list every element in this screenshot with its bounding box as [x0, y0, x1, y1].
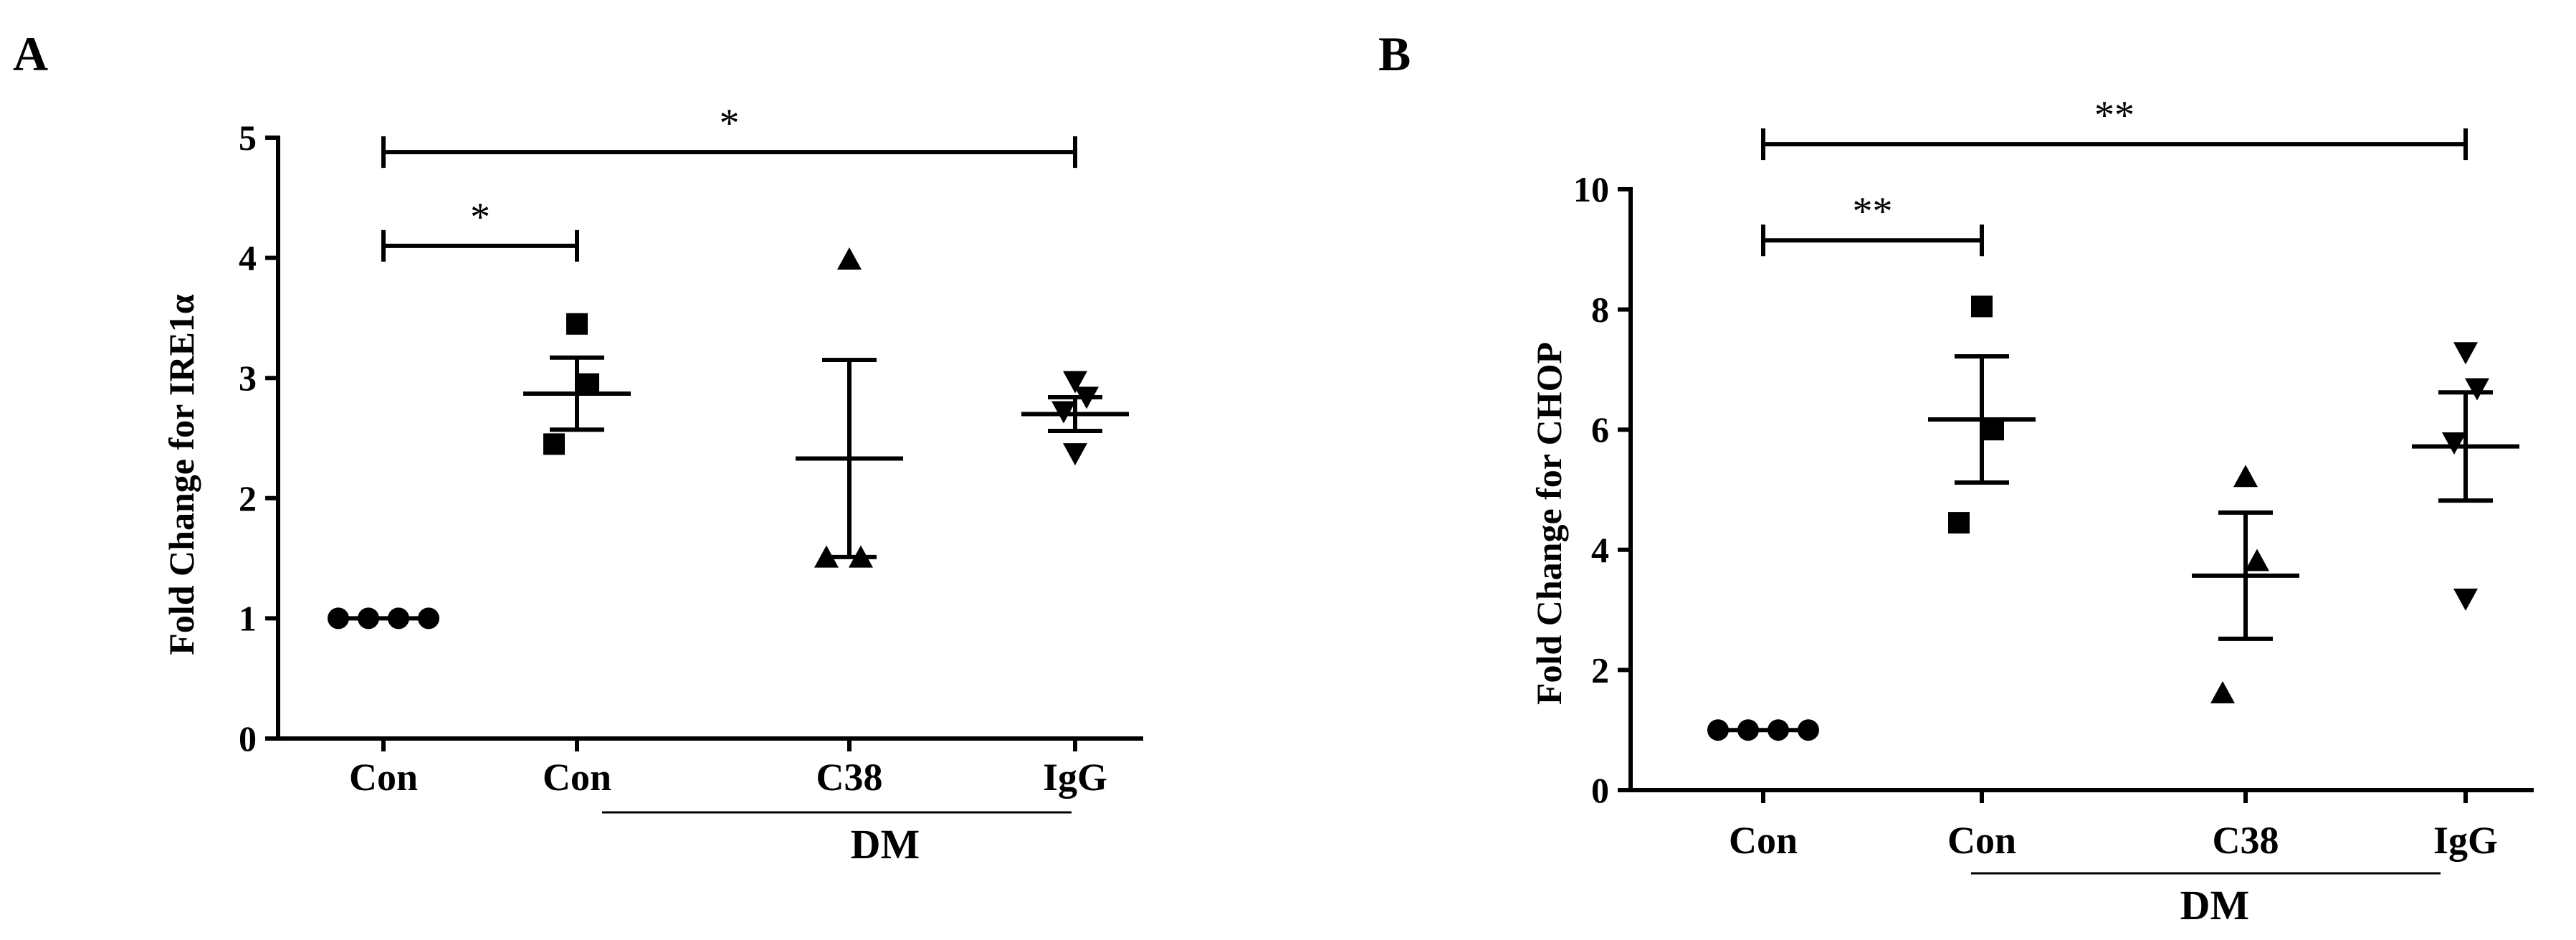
data-point [578, 373, 599, 395]
data-point [2210, 680, 2235, 703]
data-point [1063, 371, 1087, 394]
panel-label-b: B [1378, 27, 1411, 81]
x-tick-label: IgG [2433, 819, 2498, 862]
data-point [2453, 588, 2478, 611]
data-point [837, 247, 862, 270]
panel-b: B Fold Change for CHOP DM 0 2 4 6 8 10 Con Con C… [1378, 27, 2534, 929]
data-point [2442, 432, 2466, 455]
x-tick-label: Con [1947, 819, 2016, 862]
significance-label: * [470, 195, 490, 239]
y-tick-label: 2 [1591, 650, 1609, 690]
data-point [1063, 443, 1087, 466]
data-point [2453, 342, 2478, 365]
y-tick-label: 10 [1573, 169, 1609, 209]
group-label-b: DM [2180, 882, 2250, 929]
y-tick-label: 0 [1591, 770, 1609, 810]
y-tick-label: 3 [239, 358, 257, 398]
data-point [2465, 378, 2489, 401]
data-point [1983, 419, 2004, 441]
significance-label: ** [1853, 189, 1893, 234]
y-tick-label: 2 [239, 478, 257, 518]
x-tick-label: Con [349, 756, 418, 799]
group-label-a: DM [851, 821, 920, 868]
panel-a: A Fold Change for IRE1α DM 0 1 2 3 4 5 Con Con C… [13, 27, 1143, 868]
data-point [1948, 512, 1970, 534]
y-tick-label: 4 [239, 238, 257, 278]
data-point [2233, 465, 2258, 488]
y-tick-label: 5 [239, 118, 257, 158]
y-tick-label: 0 [239, 718, 257, 759]
data-point [543, 433, 565, 455]
panel-label-a: A [13, 27, 48, 81]
significance-label: * [720, 101, 740, 146]
y-tick-label: 1 [239, 598, 257, 638]
x-tick-label: C38 [2213, 819, 2279, 862]
y-tick-label: 8 [1591, 290, 1609, 330]
data-point [2245, 549, 2269, 571]
x-tick-label: IgG [1043, 756, 1107, 799]
y-tick-label: 4 [1591, 530, 1609, 570]
data-point [1971, 295, 1993, 318]
significance-label: ** [2094, 93, 2134, 138]
y-axis-label-a: Fold Change for IRE1α [161, 294, 201, 655]
x-tick-label: Con [1729, 819, 1798, 862]
y-axis-label-b: Fold Change for CHOP [1529, 342, 1569, 705]
x-tick-label: C38 [816, 756, 883, 799]
x-tick-label: Con [543, 756, 611, 799]
data-point [566, 313, 588, 335]
y-tick-label: 6 [1591, 409, 1609, 450]
